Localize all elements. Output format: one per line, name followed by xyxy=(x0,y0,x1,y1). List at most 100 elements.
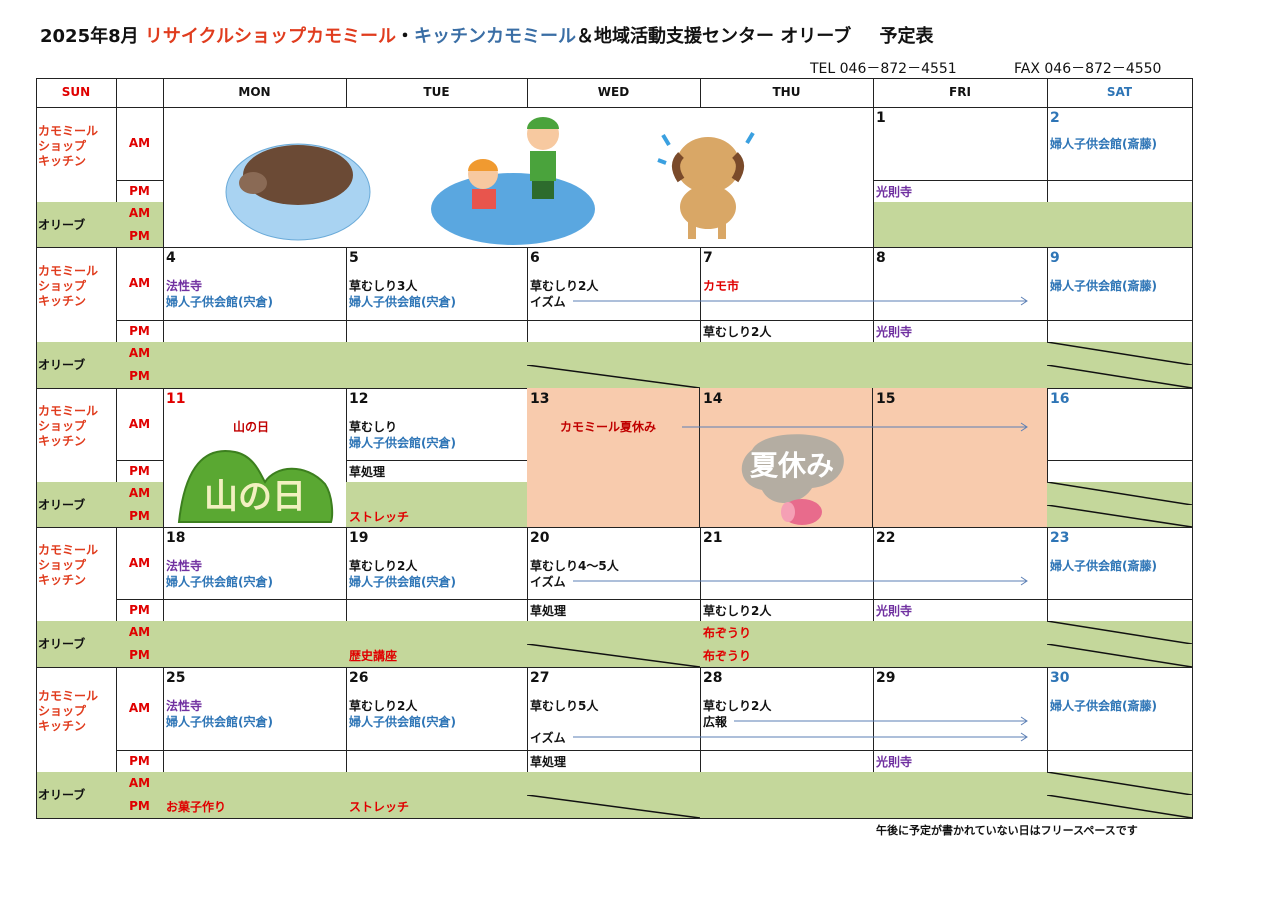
olive-cell-am xyxy=(1047,482,1193,506)
day-cell-pm: 光則寺 xyxy=(873,599,1048,622)
header-sat: SAT xyxy=(1047,78,1193,108)
holiday-cell: 11 山の日 山の日 xyxy=(163,388,347,528)
day-cell-am: 18 法性寺 婦人子供会館(宍倉) xyxy=(163,527,347,600)
title-suffix: 予定表 xyxy=(879,26,934,47)
row-label-line: キッチン xyxy=(38,293,87,308)
day-cell-am: 27 草むしり5人 イズム xyxy=(527,667,701,751)
day-cell-am: 26 草むしり2人 婦人子供会館(宍倉) xyxy=(346,667,528,751)
schedule-entry: 婦人子供会館(宍倉) xyxy=(166,715,273,729)
schedule-entry: 広報 xyxy=(703,715,728,729)
olive-cell-pm xyxy=(700,365,874,389)
schedule-entry: 布ぞうり xyxy=(703,626,752,640)
schedule-entry: 草むしり2人 xyxy=(703,604,772,618)
date-number: 7 xyxy=(703,250,713,266)
day-cell-am: 5 草むしり3人 婦人子供会館(宍倉) xyxy=(346,247,528,321)
date-number: 1 xyxy=(876,110,886,126)
day-cell-am: 28 草むしり2人 広報 xyxy=(700,667,874,751)
day-cell-pm: 光則寺 xyxy=(873,320,1048,343)
olive-cell-am xyxy=(873,621,1048,645)
title-sep: ・ xyxy=(396,26,415,47)
schedule-entry: ストレッチ xyxy=(349,510,410,524)
mountain-day-illustration: 山の日 xyxy=(177,450,334,523)
olive-cell-pm xyxy=(1047,225,1193,248)
olive-cell-am xyxy=(527,621,701,645)
row-label-line: カモミール xyxy=(38,263,99,278)
title-center: ＆地域活動支援センター オリーブ xyxy=(576,26,852,47)
row-label-line: オリーブ xyxy=(38,217,86,232)
day-cell-pm: 草処理 xyxy=(527,599,701,622)
olive-cell-pm xyxy=(873,795,1048,819)
olive-cell-pm: 布ぞうり xyxy=(700,644,874,668)
day-cell-pm xyxy=(346,599,528,622)
olive-cell-am xyxy=(873,202,1048,226)
header-fri: FRI xyxy=(873,78,1048,108)
title-shop: リサイクルショップカモミール xyxy=(144,26,397,47)
header-tue: TUE xyxy=(346,78,528,108)
row-label-kamomile: カモミール ショップ キッチン xyxy=(36,107,117,203)
unavailable-slash xyxy=(527,644,700,667)
row-label-line: ショップ xyxy=(38,558,87,572)
schedule-entry: 草処理 xyxy=(349,465,386,479)
column-divider xyxy=(872,388,873,527)
date-number: 2 xyxy=(1050,110,1060,126)
schedule-entry: 婦人子供会館(斎藤) xyxy=(1050,137,1157,151)
row-label-olive: オリーブ xyxy=(36,482,117,528)
unavailable-slash xyxy=(527,795,700,818)
date-number: 27 xyxy=(530,670,550,686)
date-number: 28 xyxy=(703,670,723,686)
day-cell-pm xyxy=(163,599,347,622)
schedule-entry: 婦人子供会館(宍倉) xyxy=(166,575,273,589)
row-label-line: キッチン xyxy=(38,153,87,168)
olive-cell-pm xyxy=(873,365,1048,389)
day-cell-pm xyxy=(163,320,347,343)
day-cell-am: 2 婦人子供会館(斎藤) xyxy=(1047,107,1193,181)
date-number: 30 xyxy=(1050,670,1070,686)
summer-vacation-image-text: 夏休み xyxy=(750,449,834,482)
day-cell-am: 6 草むしり2人 イズム xyxy=(527,247,701,321)
row-label-line: ショップ xyxy=(38,138,87,153)
olive-cell-am xyxy=(346,342,528,366)
row-label-kamomile: カモミール ショップ キッチン xyxy=(36,667,117,773)
olive-cell-am xyxy=(527,342,701,366)
unavailable-slash xyxy=(1047,342,1192,365)
olive-cell-am xyxy=(700,342,874,366)
row-label-line: カモミール xyxy=(38,688,99,703)
date-number: 20 xyxy=(530,530,550,546)
row-pm-label: PM xyxy=(116,180,164,203)
olive-cell-am xyxy=(346,621,528,645)
schedule-entry: 光則寺 xyxy=(876,325,913,339)
day-cell-pm xyxy=(1047,599,1193,622)
day-cell-pm xyxy=(527,320,701,343)
schedule-entry: 草むしり3人 xyxy=(349,279,418,293)
row-label-olive: オリーブ xyxy=(36,621,117,668)
olive-cell-pm: ストレッチ xyxy=(346,795,528,819)
schedule-entry: 法性寺 xyxy=(166,559,203,573)
row-pm-label: PM xyxy=(116,320,164,343)
schedule-entry: 婦人子供会館(宍倉) xyxy=(166,295,273,309)
date-number: 21 xyxy=(703,530,723,546)
page-title: 2025年8月 リサイクルショップカモミール・キッチンカモミール＆地域活動支援セ… xyxy=(40,22,933,48)
day-cell-am: 22 xyxy=(873,527,1048,600)
olive-cell-am xyxy=(163,621,347,645)
olive-cell-am xyxy=(1047,342,1193,366)
schedule-entry: 婦人子供会館(斎藤) xyxy=(1050,279,1157,293)
schedule-entry: ストレッチ xyxy=(349,800,410,814)
olive-cell-am xyxy=(346,482,528,506)
date-number: 25 xyxy=(166,670,186,686)
day-cell-am: 9 婦人子供会館(斎藤) xyxy=(1047,247,1193,321)
row-label-line: オリーブ xyxy=(38,637,86,651)
unavailable-slash xyxy=(1047,505,1192,527)
row-label-kamomile: カモミール ショップ キッチン xyxy=(36,527,117,622)
day-cell-pm xyxy=(1047,460,1193,483)
row-label-line: ショップ xyxy=(38,703,87,718)
schedule-entry: 婦人子供会館(斎藤) xyxy=(1050,559,1157,573)
row-label-line: キッチン xyxy=(38,718,87,733)
schedule-entry: 法性寺 xyxy=(166,279,203,293)
date-number: 23 xyxy=(1050,530,1070,546)
header-mon: MON xyxy=(163,78,347,108)
row-label-olive: オリーブ xyxy=(36,342,117,389)
row-label-line: カモミール xyxy=(38,543,99,557)
header-thu: THU xyxy=(700,78,874,108)
schedule-entry: 草むしり xyxy=(349,420,398,434)
date-number: 6 xyxy=(530,250,540,266)
